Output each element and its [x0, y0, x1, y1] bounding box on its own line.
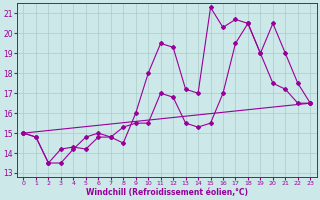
X-axis label: Windchill (Refroidissement éolien,°C): Windchill (Refroidissement éolien,°C) [86, 188, 248, 197]
